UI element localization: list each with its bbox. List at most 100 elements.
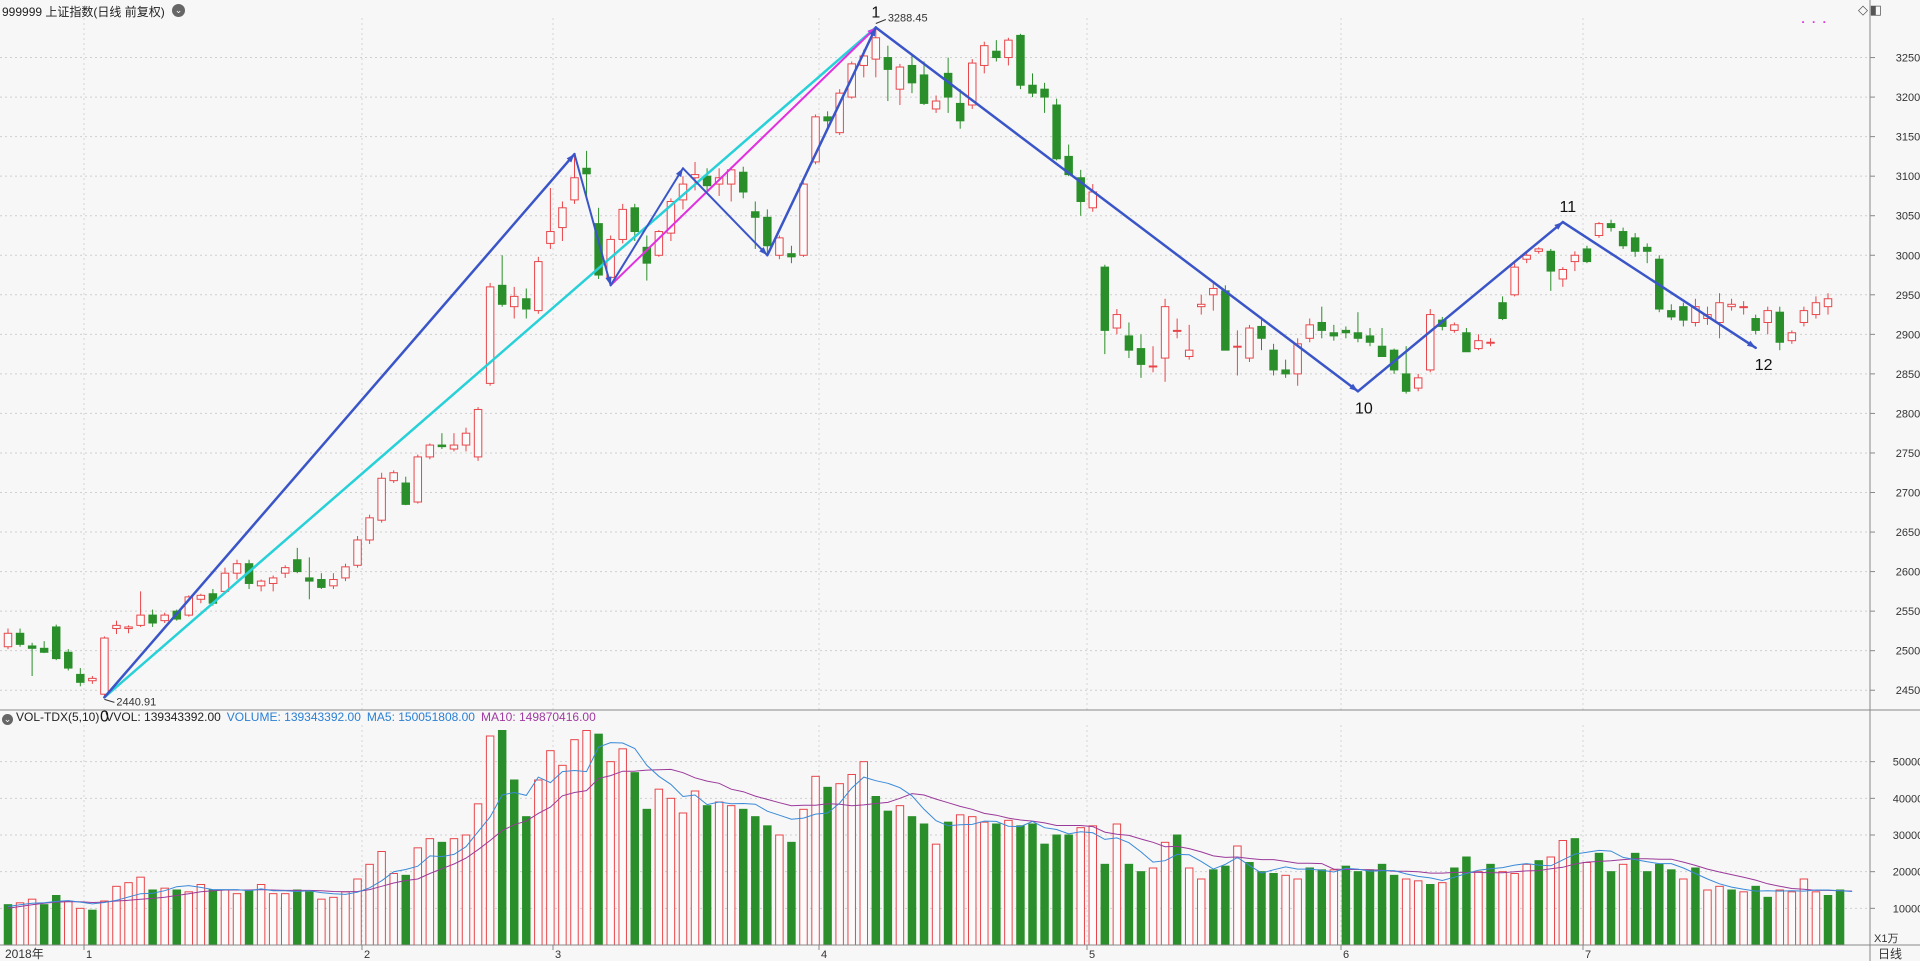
candle-body — [341, 566, 350, 579]
volume-bar — [1510, 873, 1519, 946]
candle-body — [100, 637, 109, 695]
panel-toggle-icon[interactable]: ◧ — [1869, 2, 1882, 17]
candle-body — [1823, 298, 1833, 308]
candle-body — [509, 295, 519, 308]
candle-body — [305, 577, 314, 582]
y-tick-label: 3200 — [1896, 92, 1920, 104]
chart-title-bar: 999999 上证指数(日线 前复权) — [2, 3, 165, 20]
candle-body — [1377, 345, 1387, 357]
candle-body — [1329, 332, 1339, 337]
vol-ma5: MA5: 150051808.00 — [366, 710, 475, 724]
volume-bar — [522, 816, 531, 946]
candle-body — [1642, 246, 1652, 252]
candle-body — [594, 223, 603, 276]
candle-body — [124, 626, 133, 630]
volume-bar — [497, 730, 507, 946]
volume-bar — [1474, 871, 1483, 946]
chevron-down-icon[interactable]: ⌄ — [172, 4, 185, 17]
candle-body — [883, 57, 893, 70]
period-label[interactable]: 日线 — [1878, 947, 1903, 961]
candle-body — [1184, 349, 1194, 357]
candle-body — [1221, 290, 1230, 351]
vol-vvol: VVOL: 139343392.00 — [105, 710, 221, 724]
y-tick-label: 3250 — [1896, 53, 1920, 65]
point-label: 0 — [100, 708, 109, 725]
volume-bar — [1739, 891, 1748, 946]
candle-body — [1450, 324, 1459, 331]
y-tick-label: 2850 — [1896, 369, 1920, 381]
volume-bar — [1184, 867, 1194, 946]
volume-bar — [943, 821, 953, 946]
volume-bar — [1558, 840, 1568, 946]
volume-bar — [172, 889, 181, 946]
candle-body — [522, 298, 531, 310]
candle-body — [425, 444, 435, 458]
candle-body — [1811, 302, 1821, 316]
wave-blue-arrow — [869, 27, 876, 37]
vol-y-tick-label: 20000 — [1893, 867, 1920, 879]
candle-body — [1136, 348, 1146, 365]
candle-body — [256, 580, 266, 587]
x-tick-label: 6 — [1343, 949, 1349, 961]
volume-bar — [27, 898, 37, 946]
volume-bar — [1642, 871, 1652, 946]
candle-body — [377, 477, 386, 521]
candle-body — [968, 62, 977, 106]
volume-bar — [1136, 871, 1146, 946]
volume-bar — [931, 843, 941, 946]
candle-body — [980, 45, 989, 66]
diamond-icon[interactable]: ◇ — [1858, 2, 1868, 17]
volume-bar — [293, 889, 302, 946]
ma5-line — [7, 742, 1853, 907]
wave-blue — [609, 167, 684, 287]
volume-bar — [618, 748, 627, 946]
volume-bar — [1582, 862, 1592, 946]
candle-body — [1257, 325, 1266, 339]
candle-body — [1341, 329, 1351, 334]
volume-bar — [871, 796, 881, 946]
volume-bar — [377, 851, 386, 946]
volume-bar — [1365, 869, 1375, 946]
volume-bar — [64, 900, 73, 946]
candle-body — [1510, 266, 1519, 296]
volume-bar — [1413, 880, 1423, 946]
volume-bar — [1100, 863, 1110, 946]
volume-bar — [317, 898, 326, 946]
volume-bar — [1763, 896, 1772, 946]
candle-body — [1124, 335, 1134, 351]
volume-bar — [1594, 852, 1604, 946]
volume-bar — [1775, 889, 1785, 946]
volume-bar — [1606, 871, 1616, 946]
volume-bar — [3, 904, 13, 946]
candle-body — [1197, 303, 1206, 308]
wave-blue — [103, 152, 576, 699]
vol-unit-label: X1万 — [1874, 933, 1898, 945]
candle-body — [823, 116, 832, 122]
volume-bar — [835, 783, 844, 946]
candle-body — [88, 677, 97, 682]
volume-bar — [751, 816, 760, 946]
low-value-label: 2440.91 — [116, 696, 156, 708]
volume-bar — [1522, 863, 1531, 946]
volume-bar — [1257, 871, 1266, 946]
candle-body — [1269, 349, 1278, 371]
candle-body — [1426, 314, 1435, 371]
candle-body — [1413, 377, 1423, 389]
candle-body — [1462, 332, 1471, 353]
vol-y-tick-label: 30000 — [1893, 830, 1920, 842]
volume-bar — [461, 834, 471, 946]
candle-body — [389, 472, 398, 482]
volume-bar — [763, 825, 772, 946]
volume-bar — [714, 801, 724, 946]
volume-bar — [15, 902, 25, 946]
candle-body — [570, 177, 579, 201]
volume-bar — [1028, 823, 1037, 946]
volume-bar — [401, 874, 410, 946]
volume-bar — [787, 841, 796, 946]
more-dots[interactable]: . . . — [1801, 12, 1828, 26]
volume-bar — [1703, 889, 1712, 946]
wave-blue — [1356, 220, 1565, 393]
volume-bar — [582, 730, 591, 946]
chevron-down-icon[interactable]: ⌄ — [2, 714, 13, 725]
